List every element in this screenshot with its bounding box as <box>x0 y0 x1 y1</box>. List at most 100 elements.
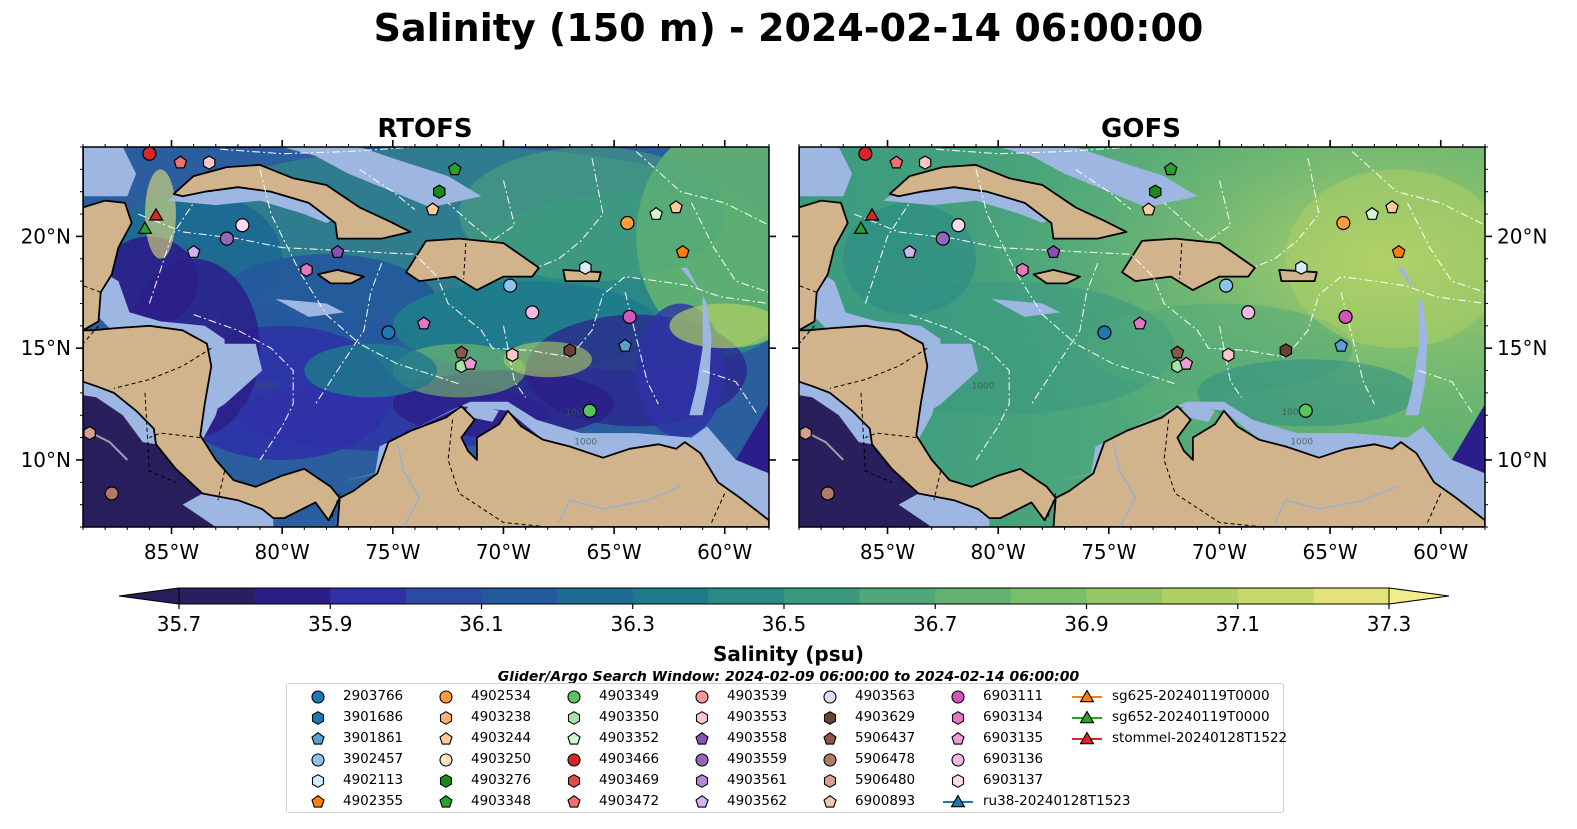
lat-tick-label: 10°N <box>1497 448 1547 472</box>
legend-label: 4902113 <box>343 772 404 788</box>
eez-boundary <box>1418 369 1475 416</box>
legend-marker-icon <box>1072 689 1102 703</box>
legend-label: 4902355 <box>343 793 404 809</box>
eez-boundary <box>193 314 294 461</box>
country-border <box>1179 243 1183 279</box>
legend-marker-icon <box>695 753 709 767</box>
colorbar: 35.7 35.9 36.1 36.3 36.5 36.7 36.9 37.1 37.3 <box>118 587 1450 636</box>
colorbar-segment <box>632 588 709 604</box>
legend-marker-icon <box>1072 731 1102 745</box>
observation-marker <box>137 220 153 234</box>
observation-marker <box>1132 316 1147 330</box>
legend-label: 5906437 <box>855 730 916 746</box>
legend-label: 4903558 <box>727 730 788 746</box>
observation-marker <box>620 215 635 231</box>
eez-boundary <box>635 151 769 226</box>
observation-marker <box>1141 202 1156 216</box>
observation-marker <box>1097 325 1112 340</box>
colorbar-segment <box>859 588 936 604</box>
observation-marker <box>1365 206 1380 220</box>
observation-marker <box>142 147 157 161</box>
eez-boundary <box>936 147 1131 155</box>
observation-marker <box>454 345 469 359</box>
legend-marker-icon <box>311 774 325 788</box>
observation-marker <box>186 244 201 258</box>
observation-marker <box>1334 338 1349 352</box>
lon-tick-label: 65°W <box>586 540 641 564</box>
observation-marker <box>83 425 96 441</box>
observation-marker <box>502 278 518 293</box>
contour-label: 1000 <box>574 437 597 447</box>
observation-marker <box>1163 162 1178 176</box>
river <box>558 486 681 523</box>
observation-marker <box>219 231 234 246</box>
country-border <box>463 243 467 279</box>
river <box>807 432 845 461</box>
country-border <box>83 325 99 345</box>
observation-marker <box>1336 215 1351 231</box>
eez-boundary <box>502 325 527 398</box>
colorbar-tick-label: 37.1 <box>1215 612 1260 636</box>
colorbar-segment <box>1162 588 1239 604</box>
legend-label: 4903472 <box>599 793 660 809</box>
eez-boundary <box>259 169 460 385</box>
legend-label: 6903137 <box>983 772 1044 788</box>
eez-boundary <box>854 213 1485 358</box>
legend-marker-icon <box>311 732 325 745</box>
lon-tick-label: 70°W <box>476 540 531 564</box>
legend-marker-icon <box>695 732 709 745</box>
legend-label: 4903276 <box>471 772 532 788</box>
legend-marker-icon <box>311 795 325 808</box>
legend-label: 4903539 <box>727 688 788 704</box>
legend-label: 5906480 <box>855 772 916 788</box>
shelf-caribsouth <box>1055 401 1485 521</box>
observation-marker <box>330 244 345 258</box>
observation-marker <box>433 184 446 199</box>
legend-marker-icon <box>311 690 325 704</box>
search-window-text: Glider/Argo Search Window: 2024-02-09 06… <box>497 671 1080 685</box>
shelf-belize <box>814 269 941 440</box>
shelf-pedro <box>275 299 345 317</box>
legend-label: 4903469 <box>599 772 660 788</box>
colorbar-tick-label: 36.5 <box>762 612 807 636</box>
legend-marker-icon <box>311 711 325 725</box>
colorbar-segment <box>254 588 331 604</box>
lon-tick-label: 75°W <box>1081 540 1136 564</box>
eez-boundary <box>1030 263 1099 405</box>
country-border <box>1163 419 1264 527</box>
land-cuba <box>888 163 1128 240</box>
colorbar-extend-high <box>1388 587 1450 605</box>
legend-label: sg652-20240119T0000 <box>1112 709 1270 725</box>
legend-label: stommel-20240128T1522 <box>1112 730 1288 746</box>
land-yucatan <box>799 147 849 332</box>
colorbar-tick-label: 36.7 <box>913 612 958 636</box>
legend-marker-icon <box>695 795 709 808</box>
colorbar-tick-label: 37.3 <box>1367 612 1412 636</box>
legend: 2903766 3901686 3901861 3902457 4902113 49023… <box>286 683 1288 813</box>
observation-marker <box>148 207 164 221</box>
legend-label: 4903349 <box>599 688 660 704</box>
eez-boundary <box>359 168 416 211</box>
legend-marker-icon <box>695 711 709 725</box>
legend-marker-icon <box>311 753 325 767</box>
observation-marker <box>202 155 216 170</box>
land-jamaica <box>1032 268 1081 285</box>
eez-boundary <box>314 263 383 405</box>
colorbar-tick-label: 36.9 <box>1064 612 1109 636</box>
shelf-bahamas <box>282 147 482 208</box>
colorbar-segment <box>1313 588 1390 604</box>
colorbar-segment <box>405 588 482 604</box>
land-florida <box>225 147 262 148</box>
colorbar-tick-label: 35.7 <box>157 612 202 636</box>
legend-label: 3902457 <box>343 751 404 767</box>
legend-label: 4903563 <box>855 688 916 704</box>
legend-marker-icon <box>439 732 453 745</box>
legend-marker-icon <box>951 753 965 767</box>
observation-marker <box>447 162 462 176</box>
legend-label: 4903238 <box>471 709 532 725</box>
legend-marker-icon <box>567 690 581 704</box>
observation-marker <box>579 260 592 275</box>
legend-marker-icon <box>439 711 453 725</box>
colorbar-segment <box>1086 588 1163 604</box>
lon-tick-label: 60°W <box>697 540 752 564</box>
